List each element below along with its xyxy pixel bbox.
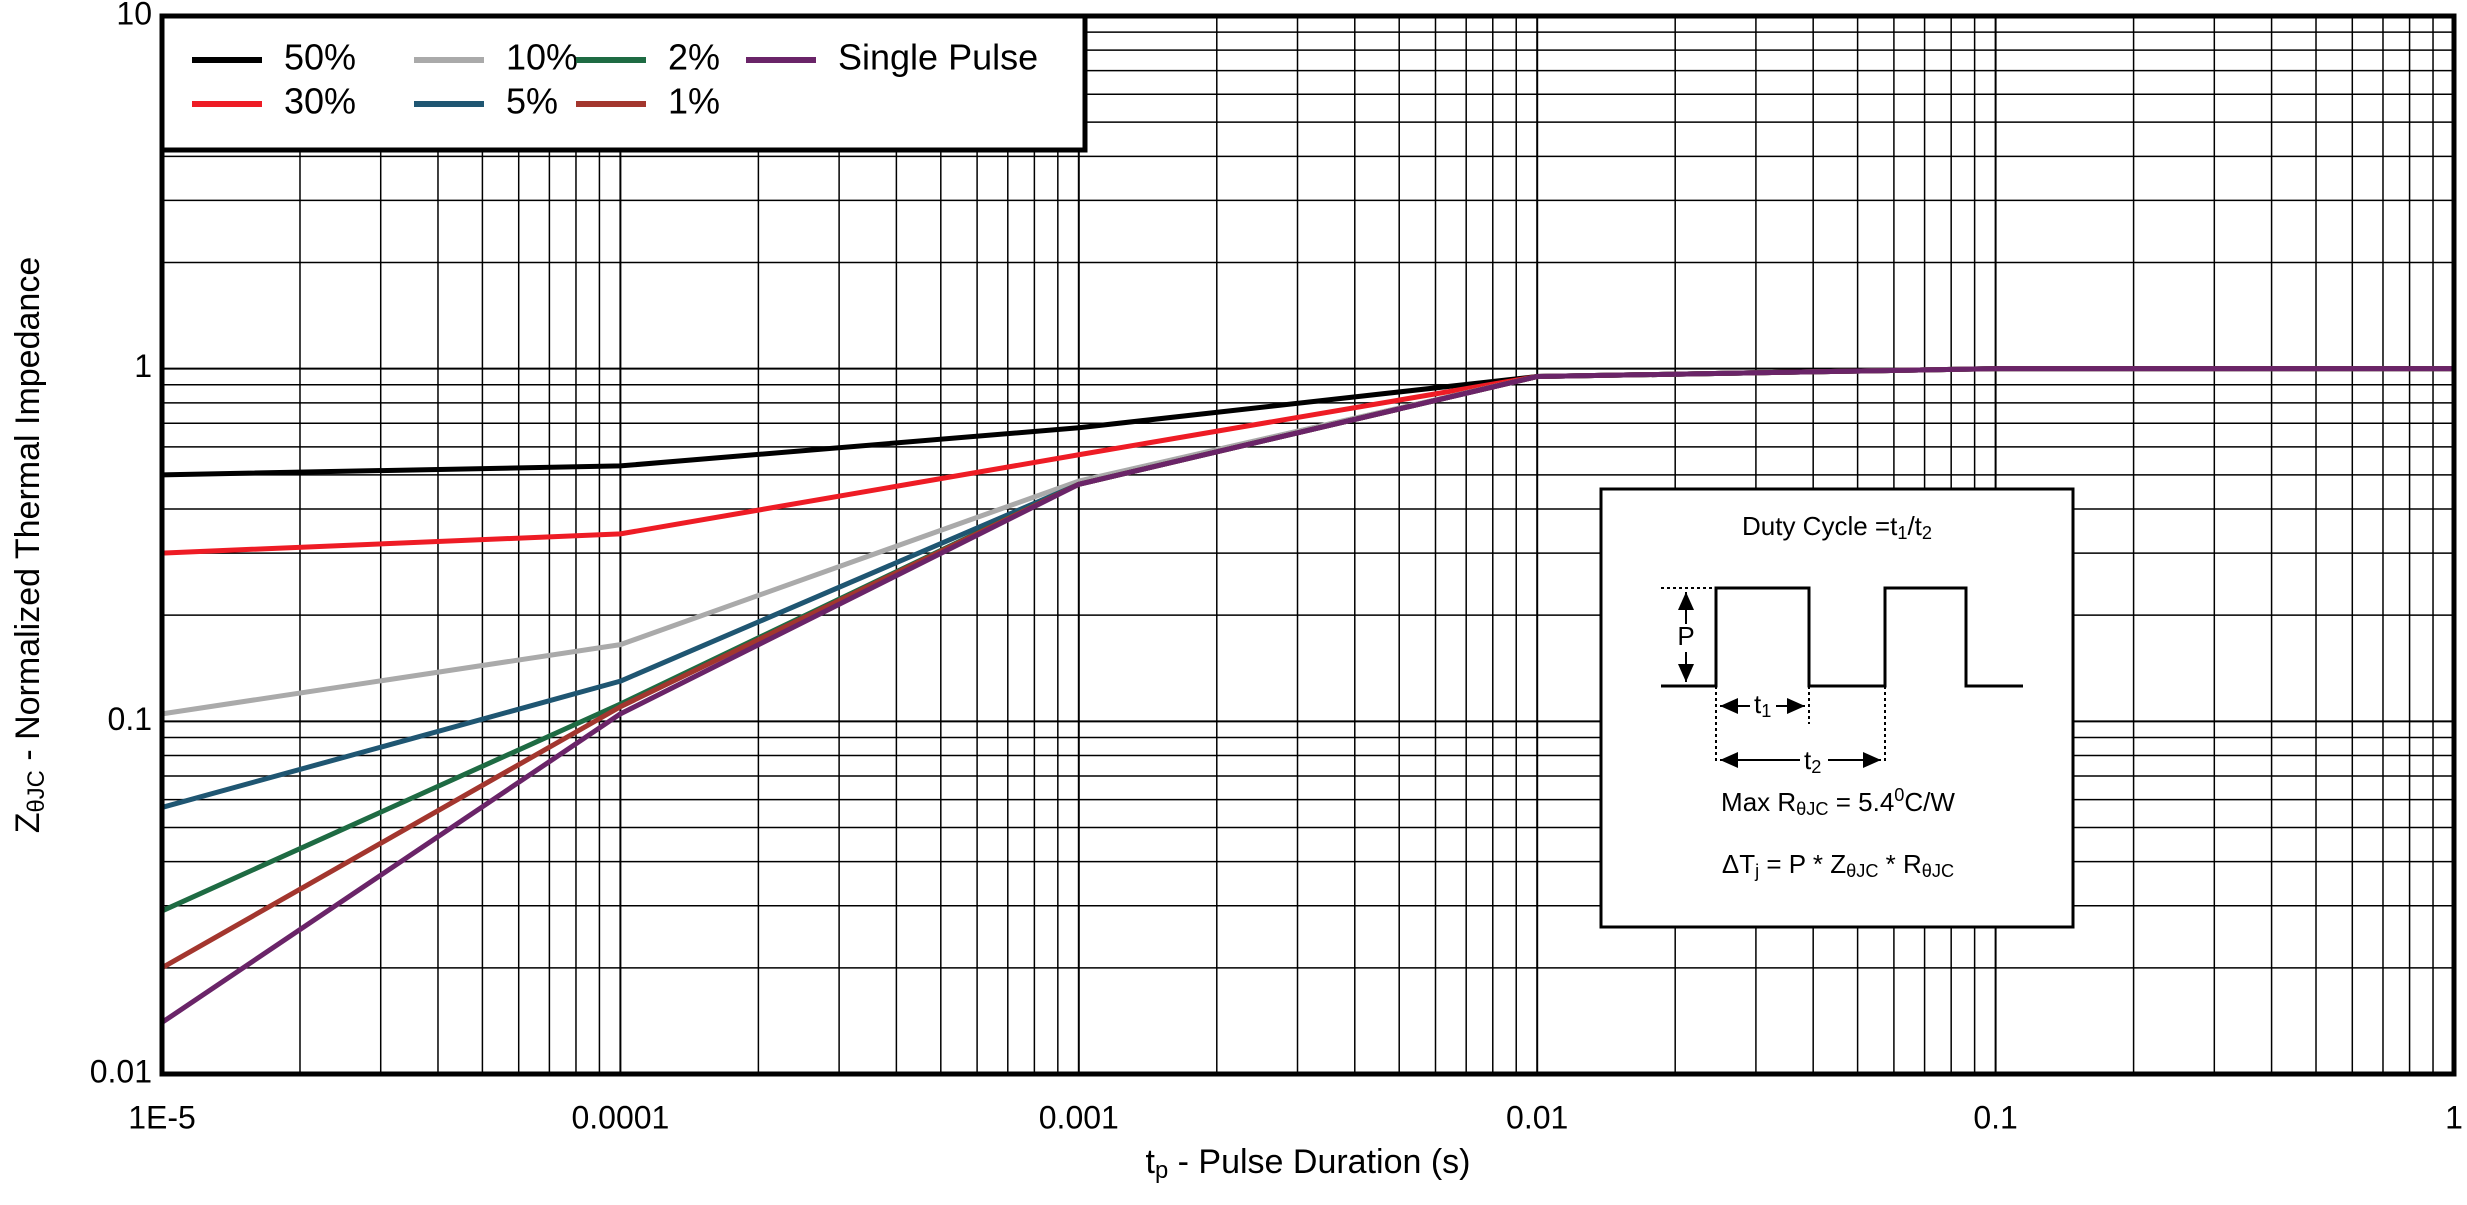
x-tick-label: 0.1	[1973, 1099, 2017, 1135]
label-bg	[1750, 692, 1776, 720]
y-tick-label: 10	[116, 0, 152, 31]
legend-label: Single Pulse	[838, 37, 1038, 78]
legend-label: 1%	[668, 81, 720, 122]
inset-box	[1599, 487, 2075, 929]
y-tick-label: 0.1	[108, 701, 152, 737]
x-tick-label: 0.01	[1506, 1099, 1568, 1135]
legend: 50%30% 10%5% 2%1% Single Pulse	[159, 13, 1088, 153]
inset: Duty Cycle =t1/t2 P t1 t2 Max RθJC = 5.4…	[1599, 487, 2075, 929]
label-bg	[1800, 748, 1828, 776]
x-tick-label: 1E-5	[128, 1099, 196, 1135]
plot-border	[159, 13, 2457, 1077]
plot-background	[162, 16, 2454, 1074]
legend-box	[159, 13, 1088, 153]
t2-label: t2	[1804, 745, 1821, 777]
label-bg	[1674, 624, 1698, 652]
delta-t-text: ΔTj = P * ZθJC * RθJC	[1722, 849, 1954, 881]
series-line	[160, 366, 2454, 1025]
y-axis-title: ZθJC - Normalized Thermal Impedance	[9, 257, 50, 833]
y-tick-label: 0.01	[90, 1053, 152, 1089]
t1-label: t1	[1754, 689, 1771, 721]
legend-label: 10%	[506, 37, 578, 78]
legend-label: 2%	[668, 37, 720, 78]
p-label: P	[1677, 621, 1694, 651]
x-tick-label: 0.0001	[571, 1099, 669, 1135]
y-tick-label: 1	[134, 348, 152, 384]
legend-label: 50%	[284, 37, 356, 78]
pulse-waveform	[1661, 586, 2023, 688]
legend-label: 30%	[284, 81, 356, 122]
inset-title: Duty Cycle =t1/t2	[1742, 511, 1932, 543]
x-tick-label: 1	[2445, 1099, 2463, 1135]
x-tick-label: 0.001	[1039, 1099, 1119, 1135]
x-axis-title: tp - Pulse Duration (s)	[1145, 1143, 1470, 1184]
max-r-text: Max RθJC = 5.40C/W	[1721, 785, 1955, 819]
legend-label: 5%	[506, 81, 558, 122]
